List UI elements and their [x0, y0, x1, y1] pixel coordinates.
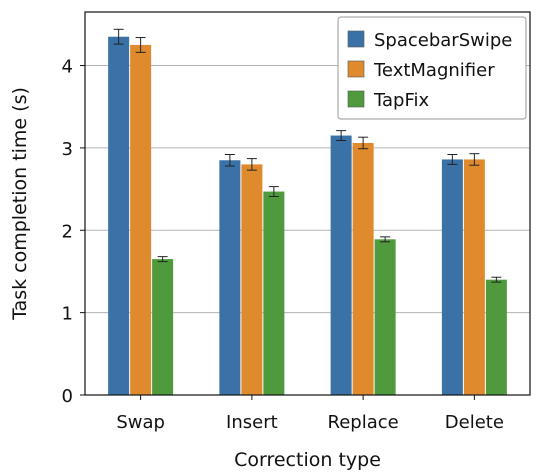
legend-swatch: [347, 90, 365, 108]
legend-label-spacebarswipe: SpacebarSwipe: [374, 30, 512, 51]
y-tick-label: 2: [62, 221, 73, 242]
x-tick-label: Replace: [328, 412, 399, 433]
error-bar: [336, 130, 347, 141]
plot-frame: [84, 11, 531, 396]
error-bar: [491, 276, 502, 283]
x-axis-title: Correction type: [234, 449, 381, 471]
legend-label-tapfix: TapFix: [373, 90, 430, 111]
bar-spacebarswipe-swap: [108, 36, 130, 395]
x-tick-label: Insert: [226, 412, 278, 433]
bar-tapfix-insert: [263, 191, 285, 395]
legend-swatch: [347, 30, 365, 48]
x-tick-label: Delete: [445, 412, 504, 433]
bar-spacebarswipe-delete: [441, 159, 463, 395]
x-tick-label: Swap: [116, 412, 165, 433]
error-bar: [380, 236, 391, 243]
error-bar: [135, 37, 146, 53]
y-tick-label: 0: [62, 386, 73, 407]
axes: 0 1 2 3 4 Swap Insert Replace Delete: [62, 11, 531, 433]
error-bar: [447, 153, 458, 165]
legend: SpacebarSwipe TextMagnifier TapFix: [337, 16, 527, 120]
y-tick-label: 3: [62, 139, 73, 160]
y-tick-label: 1: [62, 304, 73, 325]
bars: [108, 28, 507, 396]
bar-tapfix-swap: [152, 259, 174, 395]
error-bar: [268, 186, 279, 197]
bar-textmagnifier-replace: [352, 142, 374, 395]
error-bar: [157, 256, 168, 263]
bar-tapfix-replace: [374, 239, 396, 395]
bar-textmagnifier-delete: [463, 159, 485, 395]
legend-label-textmagnifier: TextMagnifier: [373, 60, 495, 81]
legend-box: [337, 16, 527, 120]
bar-spacebarswipe-replace: [330, 135, 352, 395]
bar-textmagnifier-insert: [241, 164, 263, 395]
error-bar: [224, 153, 235, 167]
bar-spacebarswipe-insert: [219, 160, 241, 395]
error-bar: [358, 136, 369, 150]
error-bar: [246, 158, 257, 171]
bar-textmagnifier-swap: [130, 44, 152, 396]
legend-swatch: [347, 60, 365, 78]
bar-tapfix-delete: [485, 279, 507, 395]
error-bar: [469, 153, 480, 166]
y-axis-title: Task completion time (s): [9, 87, 31, 321]
y-tick-label: 4: [62, 57, 73, 78]
error-bar: [113, 28, 124, 45]
